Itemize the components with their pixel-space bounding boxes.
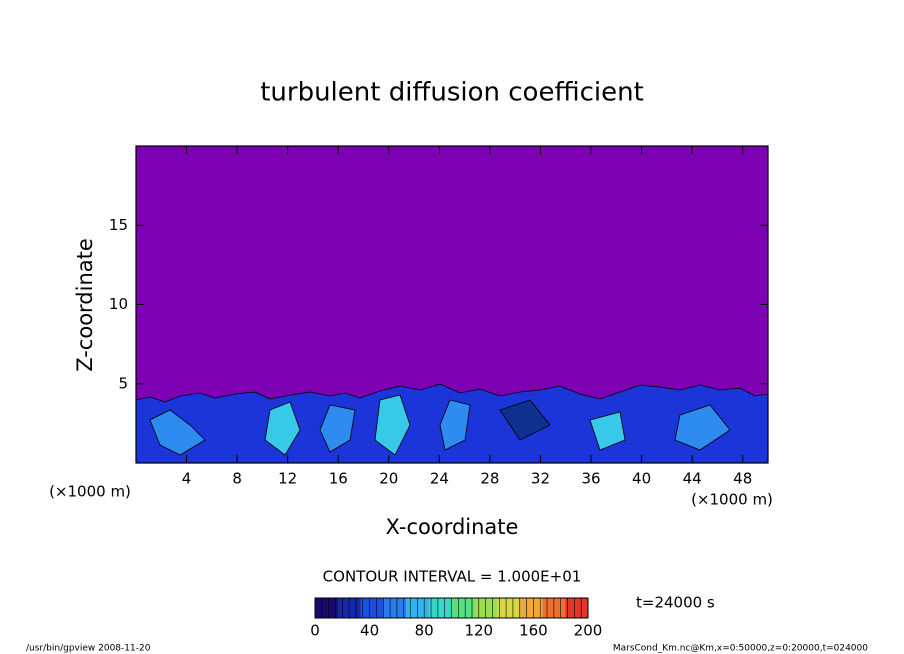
x-tick-label: 36 (581, 470, 600, 488)
x-tick-label: 32 (531, 470, 550, 488)
colorbar-swatch (315, 598, 339, 618)
x-tick-label: 12 (278, 470, 297, 488)
colorbar-tick-label: 40 (360, 622, 379, 640)
x-tick-label: 8 (232, 470, 242, 488)
footer-left: /usr/bin/gpview 2008-11-20 (26, 644, 151, 654)
y-tick-label: 15 (109, 216, 128, 234)
x-tick-label: 40 (632, 470, 651, 488)
contour-interval: CONTOUR INTERVAL = 1.000E+01 (323, 568, 582, 586)
field-fill (135, 383, 769, 464)
x-tick-label: 24 (430, 470, 449, 488)
footer-right: MarsCond_Km.nc@Km,x=0:50000,z=0:20000,t=… (613, 644, 868, 654)
y-unit: (×1000 m) (49, 483, 131, 501)
y-tick-label: 10 (109, 295, 128, 313)
x-axis-label: X-coordinate (386, 515, 519, 539)
x-tick-label: 16 (329, 470, 348, 488)
y-axis-label: Z-coordinate (73, 238, 97, 372)
colorbar-swatch (428, 598, 452, 618)
colorbar-swatch (451, 598, 475, 618)
colorbar-frame (314, 597, 589, 619)
colorbar-tick-label: 200 (574, 622, 603, 640)
x-tick-label: 20 (379, 470, 398, 488)
colorbar-tick-label: 120 (464, 622, 493, 640)
colorbar-swatch (383, 598, 407, 618)
time-label: t=24000 s (636, 594, 715, 612)
x-tick-label: 4 (182, 470, 192, 488)
chart-title: turbulent diffusion coefficient (260, 78, 644, 108)
colorbar-swatch (565, 598, 589, 618)
colorbar-swatch (497, 598, 521, 618)
colorbar-tick-label: 0 (310, 622, 320, 640)
colorbar-swatch (360, 598, 384, 618)
x-tick-label: 48 (733, 470, 752, 488)
y-tick-label: 5 (118, 374, 128, 392)
x-unit: (×1000 m) (691, 491, 773, 509)
colorbar-swatch (519, 598, 543, 618)
colorbar-tick-label: 80 (415, 622, 434, 640)
colorbar-tick-label: 160 (519, 622, 548, 640)
x-tick-label: 44 (683, 470, 702, 488)
x-tick-label: 28 (480, 470, 499, 488)
